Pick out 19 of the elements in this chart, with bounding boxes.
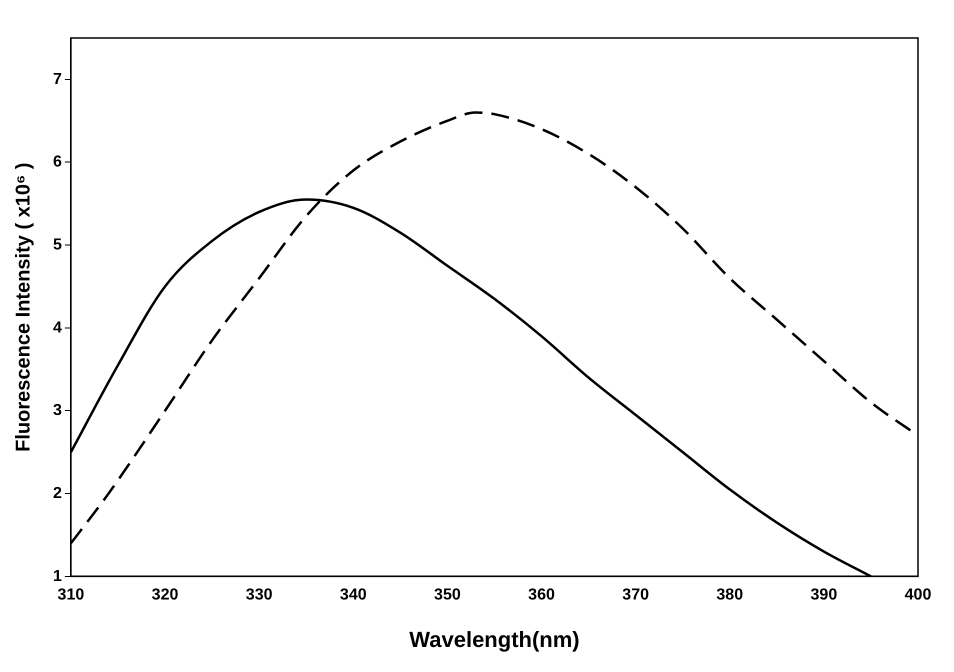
x-tick-label: 330: [246, 586, 273, 604]
x-tick-label: 340: [340, 586, 367, 604]
x-tick-label: 400: [904, 586, 932, 604]
x-tick-label: 350: [434, 586, 461, 604]
x-tick-label: 320: [152, 586, 178, 604]
y-tick-label: 6: [52, 154, 62, 171]
y-tick-label: 3: [52, 402, 62, 420]
y-tick-label: 5: [52, 236, 62, 254]
y-tick-label: 2: [52, 484, 62, 502]
y-tick-label: 4: [52, 319, 62, 336]
x-tick-label: 380: [716, 586, 744, 604]
y-tick-label: 1: [52, 568, 62, 585]
y-axis-title: Fluorescence Intensity ( x10⁶ ): [12, 162, 35, 452]
x-tick-label: 370: [622, 586, 650, 604]
x-axis-title: Wavelength(nm): [409, 626, 580, 652]
y-tick-label: 7: [52, 70, 62, 88]
x-tick-label: 310: [58, 586, 84, 604]
x-tick-label: 390: [810, 586, 838, 604]
x-tick-label: 360: [528, 586, 555, 604]
